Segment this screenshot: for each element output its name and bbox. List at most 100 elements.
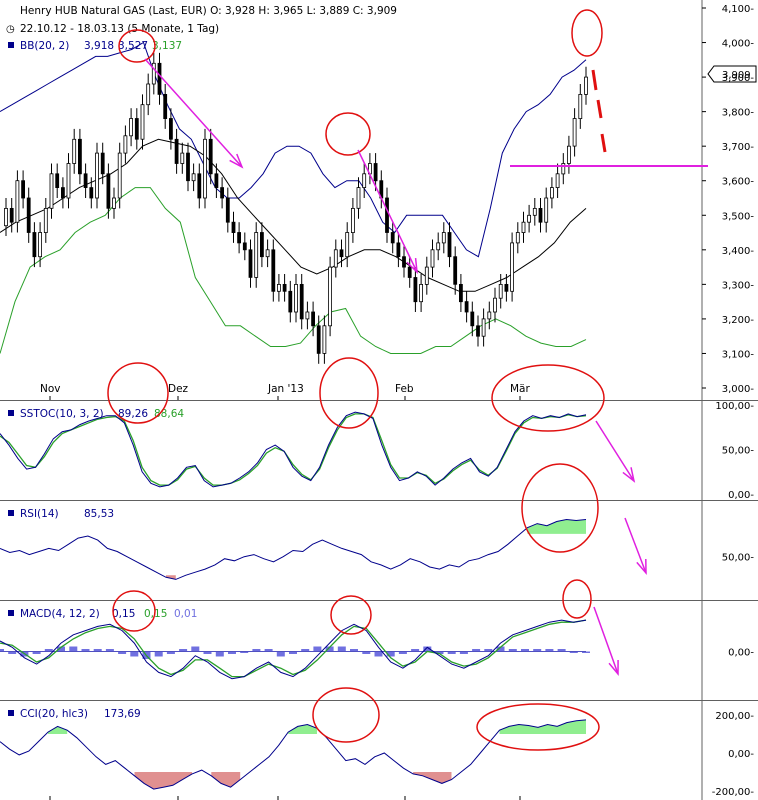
candle-body <box>567 145 571 164</box>
candle-body <box>481 318 486 337</box>
trend-arrow-head <box>229 153 244 169</box>
candle-body <box>203 138 207 199</box>
macd-hist-bar <box>69 646 78 652</box>
candle-body <box>299 283 304 320</box>
candle-body <box>237 232 242 244</box>
candle-body <box>163 94 168 120</box>
x-tick-label: Nov <box>40 383 61 395</box>
panel-bullet-icon <box>8 42 14 48</box>
cci-label: CCI(20, hlc3) <box>20 708 88 720</box>
candle-body <box>259 232 264 258</box>
trend-arrow-head <box>636 558 647 576</box>
candle-body <box>345 232 350 258</box>
clock-icon: ◷ <box>6 24 15 35</box>
candle-body <box>15 180 20 223</box>
macd-hist-bar <box>472 649 481 652</box>
circle-annotation <box>325 112 371 156</box>
candle-body <box>333 249 338 268</box>
macd-hist-bar <box>105 649 114 652</box>
candle-body <box>424 266 429 285</box>
macd-hist-bar <box>154 651 163 657</box>
candle-body <box>402 256 406 268</box>
stoch-k-value: 89,26 <box>118 408 148 420</box>
circle-annotation <box>312 687 380 743</box>
candle-body <box>544 197 549 223</box>
stoch-tick-label: 0,00- <box>728 490 754 501</box>
circle-annotation <box>319 357 379 429</box>
macd-hist-bar <box>179 649 188 652</box>
candle-body <box>487 311 492 320</box>
stoch-label: SSTOC(10, 3, 2) <box>20 408 104 420</box>
candle-body <box>578 94 583 120</box>
candle-body <box>129 118 134 137</box>
candle-body <box>294 283 298 313</box>
cci-tick-label: 200,00- <box>715 711 754 722</box>
candle-body <box>521 221 526 233</box>
candle-body <box>476 325 480 337</box>
candle-body <box>151 62 156 85</box>
candle-body <box>464 301 469 313</box>
candle-body <box>83 173 88 189</box>
macd-panel: MACD(4, 12, 2) 0,15 0,15 0,01 <box>0 608 590 680</box>
price-tick-label: 3,900- <box>722 73 755 84</box>
macd-hist-bar <box>32 651 41 654</box>
rsi-panel: RSI(14) 85,53 <box>0 508 587 580</box>
rsi-value: 85,53 <box>84 508 114 520</box>
circle-annotation <box>476 703 600 751</box>
candle-body <box>555 173 560 189</box>
price-tick-label: 3,300- <box>722 280 755 291</box>
stoch-tick-label: 100,00- <box>715 401 754 412</box>
candle-body <box>248 249 253 278</box>
trend-arrow <box>595 420 635 482</box>
header: Henry HUB Natural GAS (Last, EUR) O: 3,9… <box>6 5 397 52</box>
candle-body <box>100 152 105 175</box>
bb-upper-band <box>0 41 587 258</box>
candle-body <box>66 163 71 199</box>
candle-body <box>197 173 202 199</box>
x-tick-label: Jan '13 <box>267 383 304 395</box>
candle-body <box>174 138 179 164</box>
candle-body <box>538 207 543 223</box>
price-tick-label: 3,400- <box>722 246 755 257</box>
candle-body <box>146 83 151 106</box>
candle-body <box>396 242 401 258</box>
macd-hist-bar <box>545 649 554 652</box>
trend-arrow-head <box>622 467 636 483</box>
candle-body <box>140 104 145 140</box>
candle-body <box>498 283 503 299</box>
macd-hist-bar <box>264 649 273 652</box>
price-tick-label: 4,000- <box>722 39 755 50</box>
macd-hist-bar <box>8 651 17 654</box>
macd-hist-bar <box>166 651 175 654</box>
price-tick-label: 4,100- <box>722 4 755 15</box>
candle-body <box>550 187 554 199</box>
candle-body <box>186 152 190 182</box>
candle-body <box>447 232 452 258</box>
trend-arrow <box>593 606 619 675</box>
candle-body <box>328 266 333 327</box>
macd-hist-bar <box>521 649 529 652</box>
macd-hist-bar <box>301 649 310 652</box>
candle-body <box>78 138 82 175</box>
macd-hist-value: 0,01 <box>174 608 197 620</box>
candle-body <box>419 283 424 303</box>
cci-overbought-fill <box>499 719 586 734</box>
candle-body <box>532 207 537 216</box>
cci-line <box>0 719 587 790</box>
panel-bullet-icon <box>8 610 14 616</box>
candle-body <box>362 173 367 189</box>
price-panel: 3,909 <box>0 41 757 364</box>
candle-body <box>311 311 316 327</box>
bb-value-mid: 3,918 <box>84 40 114 52</box>
x-tick-label: Dez <box>168 383 189 395</box>
macd-hist-bar <box>57 646 65 652</box>
candle-body <box>95 152 99 199</box>
candle-body <box>493 297 497 313</box>
trend-arrow <box>624 517 647 574</box>
candle-body <box>157 62 162 95</box>
circle-annotation <box>521 463 599 553</box>
macd-hist-bar <box>362 651 371 654</box>
price-tick-label: 3,700- <box>722 142 755 153</box>
stoch-d-line <box>0 413 587 486</box>
